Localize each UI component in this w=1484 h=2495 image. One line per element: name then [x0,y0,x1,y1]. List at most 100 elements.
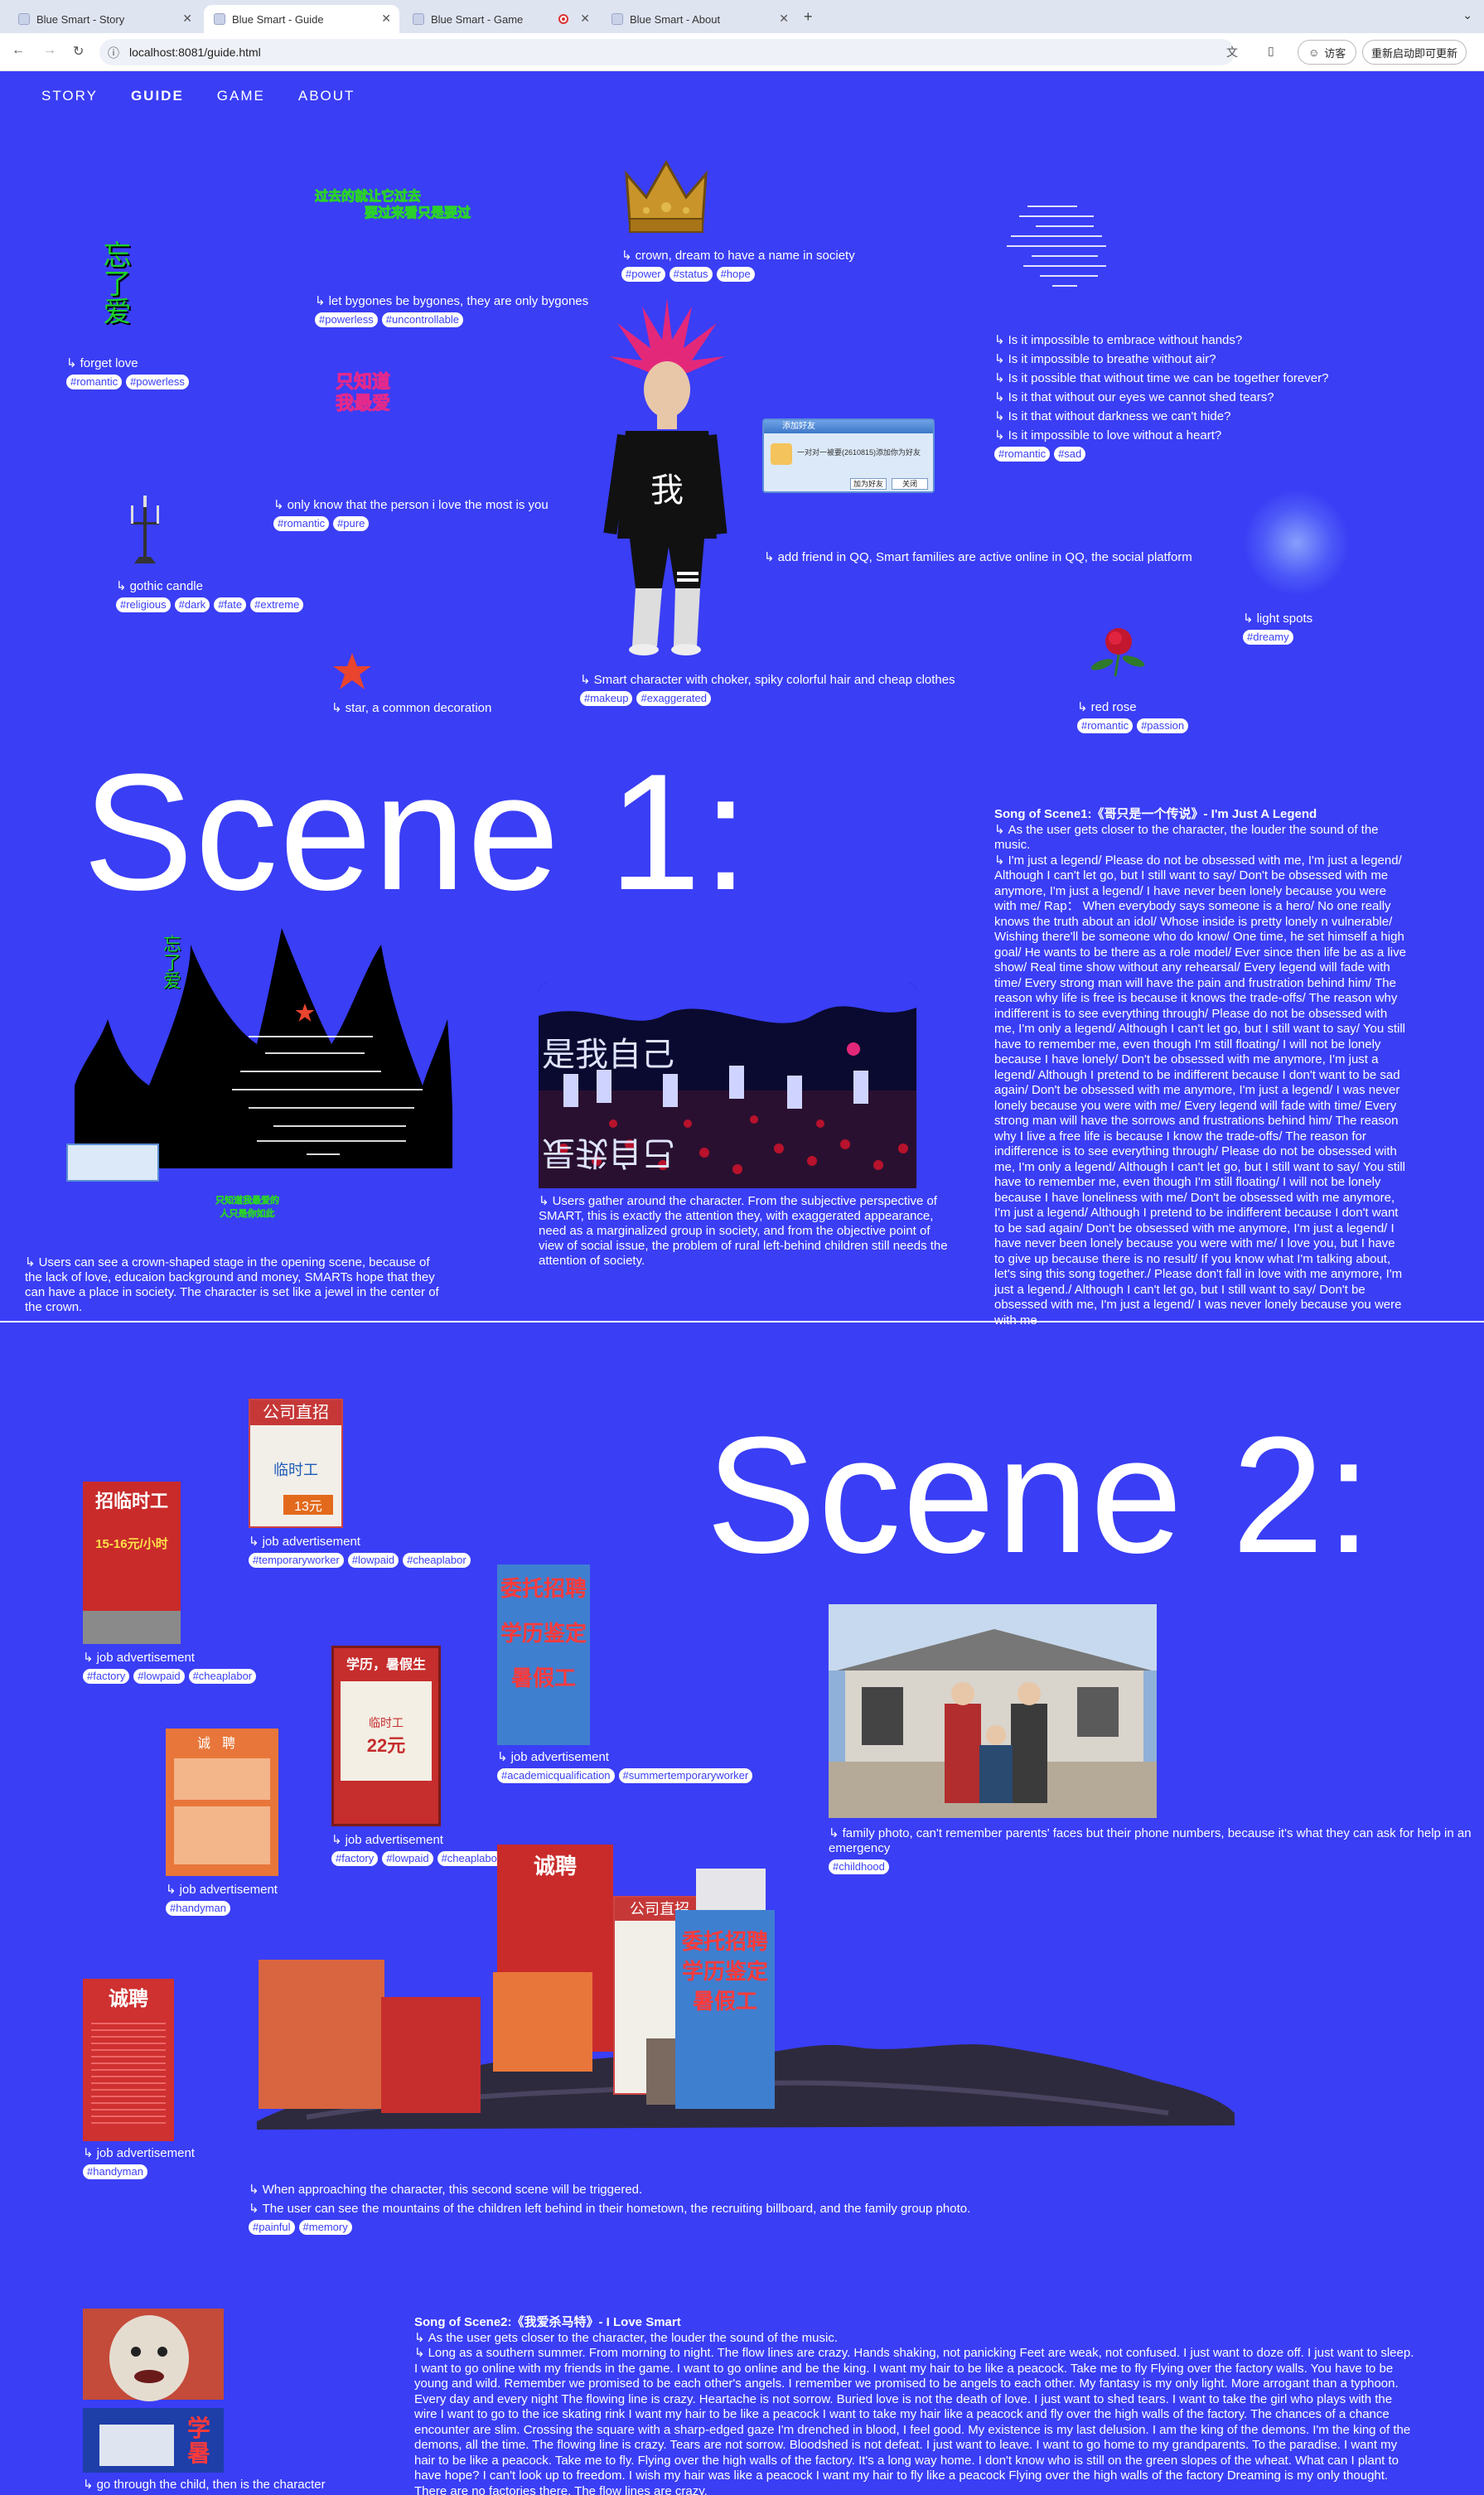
tag[interactable]: #extreme [250,597,304,612]
scene1-song-block: Song of Scene1:《哥只是一个传说》- I'm Just A Leg… [994,807,1409,1328]
close-tab-icon[interactable]: ✕ [580,12,590,25]
section-divider [0,1321,1484,1322]
tag[interactable]: #memory [298,2220,352,2235]
gothic-candle-image [131,496,159,563]
tag[interactable]: #passion [1137,718,1189,733]
arrow-icon: ↳ [994,333,1005,347]
forward-icon[interactable]: → [43,43,56,57]
back-icon[interactable]: ← [12,43,25,57]
side-panel-icon[interactable]: ▯ [1268,44,1274,57]
new-tab-button[interactable]: + [804,8,813,25]
ad-heading: 公司直招 [250,1400,341,1425]
billboard-red-mid [381,1997,481,2113]
tag[interactable]: #cheaplabor [437,1851,505,1866]
caption-text: only know that the person i love the mos… [287,498,549,512]
url-text[interactable]: localhost:8081/guide.html [129,46,261,59]
tag[interactable]: #status [669,267,713,282]
tag[interactable]: #temporaryworker [249,1553,344,1568]
tab-menu-chevron-icon[interactable]: ⌄ [1462,8,1472,22]
tag[interactable]: #dreamy [1243,630,1293,645]
arrow-icon: ↳ [829,1826,839,1840]
tag[interactable]: #romantic [1077,718,1134,733]
tag[interactable]: #factory [331,1851,379,1866]
tab-about[interactable]: Blue Smart - About ✕ [602,5,797,33]
stage-star-icon [295,1003,315,1022]
ad-line: 临时工 [273,1462,318,1478]
arrow-icon: ↳ [580,673,591,687]
billboard-heading: 委托招聘 [681,1929,768,1954]
tag[interactable]: #cheaplabor [188,1669,257,1684]
light-spots-block: ↳ light spots #dreamy [1243,612,1312,645]
ad-text-box [174,1806,270,1864]
restart-update-button[interactable]: 重新启动即可更新 [1362,40,1467,65]
tab-story[interactable]: Blue Smart - Story ✕ [8,5,201,33]
tag[interactable]: #sad [1054,447,1086,462]
restart-label: 重新启动即可更新 [1371,46,1458,60]
site-info-icon[interactable]: ⓘ [108,46,119,60]
tag[interactable]: #powerless [315,312,378,327]
tag[interactable]: #summertemporaryworker [618,1768,753,1783]
ad-line: 临时工 [369,1716,404,1729]
tag[interactable]: #exaggerated [636,691,711,706]
qq-add-button[interactable]: 加为好友 [850,478,887,490]
tag[interactable]: #lowpaid [133,1669,185,1684]
close-tab-icon[interactable]: ✕ [381,12,391,25]
tag[interactable]: #powerless [126,375,189,389]
caption: ↳ job advertisement [166,1883,278,1898]
nav-game[interactable]: GAME [216,88,265,104]
qq-close-button[interactable]: 关闭 [892,478,928,490]
tag[interactable]: #romantic [66,375,123,389]
caption: ↳ When approaching the character, this se… [249,2183,970,2198]
caption-text: add friend in QQ, Smart families are act… [777,550,1192,564]
reload-icon[interactable]: ↻ [73,45,85,59]
star-icon [333,653,371,689]
ad-price: 22元 [366,1735,406,1756]
close-tab-icon[interactable]: ✕ [182,12,192,25]
arrow-icon: ↳ [25,1255,36,1269]
tag[interactable]: #dark [174,597,210,612]
tag[interactable]: #romantic [273,516,330,531]
caption: ↳ forget love [66,356,189,371]
tag[interactable]: #childhood [829,1859,889,1874]
tag[interactable]: #cheaplabor [403,1553,471,1568]
tag[interactable]: #academicqualification [497,1768,615,1783]
candle-block: ↳ gothic candle #religious #dark #fate #e… [116,579,304,612]
guest-profile-button[interactable]: ☺ 访客 [1298,40,1357,65]
ad-paper: 临时工 22元 [341,1681,432,1781]
caption-text: job advertisement [96,2146,195,2160]
stage-forget-love-art: 忘了爱 [161,935,181,989]
tab-guide[interactable]: Blue Smart - Guide ✕ [204,5,399,33]
tag[interactable]: #factory [83,1669,130,1684]
caption-text: go through the child, then is the charac… [96,2478,326,2492]
close-tab-icon[interactable]: ✕ [779,12,789,25]
caption: ↳ add friend in QQ, Smart families are ac… [764,550,1192,565]
tag[interactable]: #pure [333,516,370,531]
job-ad-block: ↳ job advertisement #factory #lowpaid #ch… [331,1833,505,1866]
translate-icon[interactable]: 文 [1226,46,1238,59]
tag[interactable]: #fate [214,597,247,612]
nav-about[interactable]: ABOUT [297,88,355,104]
ad-heading: 招临时工 [94,1491,168,1511]
tag[interactable]: #makeup [580,691,633,706]
tag[interactable]: #handyman [166,1901,230,1916]
arrow-icon: ↳ [994,428,1005,442]
child-block: ↳ go through the child, then is the chara… [83,2478,326,2493]
song-title: Song of Scene2:《我爱杀马特》- I Love Smart [414,2315,681,2329]
url-box[interactable] [99,39,1235,65]
nav-story[interactable]: STORY [41,88,98,104]
tag[interactable]: #lowpaid [347,1553,399,1568]
nav-guide[interactable]: GUIDE [130,88,184,104]
tab-game[interactable]: Blue Smart - Game ✕ [403,5,598,33]
tag[interactable]: #religious [116,597,171,612]
character-block: ↳ Smart character with choker, spiky colo… [580,673,955,706]
tag[interactable]: #lowpaid [382,1851,433,1866]
job-ad-block: ↳ job advertisement #handyman [83,2146,195,2179]
tag[interactable]: #uncontrollable [381,312,463,327]
arrow-icon: ↳ [83,2478,94,2492]
tag[interactable]: #handyman [83,2164,147,2179]
tag[interactable]: #power [621,267,665,282]
tag[interactable]: #romantic [994,447,1051,462]
tag[interactable]: #hope [716,267,755,282]
tag[interactable]: #painful [249,2220,295,2235]
ad-line: 暑假工 [510,1666,576,1690]
